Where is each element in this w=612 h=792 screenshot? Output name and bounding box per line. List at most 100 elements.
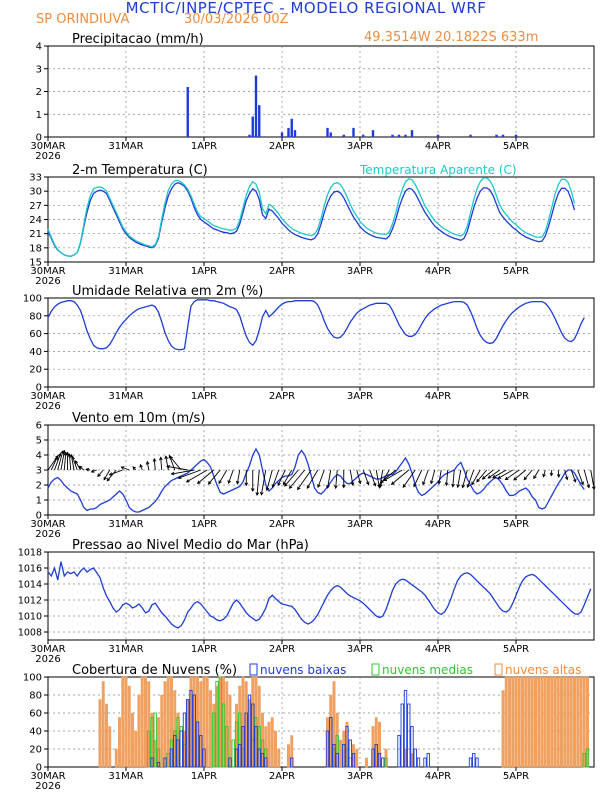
wind-vector-head — [456, 484, 460, 489]
temp-xtick-label: 1APR — [191, 266, 217, 277]
cloud-bar — [468, 757, 473, 768]
cloud-bar — [144, 676, 147, 768]
legend-entry: nuvens baixas — [260, 663, 346, 677]
wind-vector — [228, 469, 234, 484]
wind-vector-head — [390, 481, 395, 486]
wind-vector — [379, 469, 390, 487]
clouds-xtick-label: 2APR — [269, 771, 295, 782]
location-label: SP ORINDIUVA — [36, 12, 129, 27]
wind-vector — [445, 469, 449, 486]
cloud-bar — [329, 717, 333, 768]
cloud-bar — [251, 703, 255, 768]
rh-title: Umidade Relativa em 2m (%) — [72, 284, 263, 299]
wind-vector-head — [177, 475, 182, 480]
cloud-bar — [566, 676, 570, 768]
rh-ytick-label: 20 — [29, 365, 42, 376]
wind-vector-head — [379, 483, 383, 488]
wind-vector-head — [65, 451, 70, 456]
wind-ytick-label: 6 — [36, 421, 42, 432]
wind-ytick-label: 1 — [36, 496, 42, 507]
cloud-bar — [166, 753, 170, 768]
wind-vector — [178, 469, 201, 479]
clouds-xtick-label: 30MAR — [30, 771, 65, 782]
precip-bar — [186, 86, 189, 137]
cloud-bar — [234, 748, 239, 768]
clouds-xtick-label: 4APR — [425, 771, 451, 782]
wind-vector-head — [259, 491, 264, 496]
precip-bar — [287, 127, 290, 137]
wind-vector-head — [60, 450, 64, 455]
wind-vector-head — [152, 457, 157, 462]
wind-vector — [236, 469, 241, 484]
cloud-bar — [101, 681, 105, 768]
clouds-ytick-label: 60 — [29, 709, 42, 720]
cloud-bar — [585, 748, 590, 768]
wind-vector-head — [437, 480, 442, 485]
wind-vector-head — [402, 484, 407, 488]
wind-vector-head — [492, 474, 496, 479]
wind-vector — [391, 469, 410, 485]
wind-vector — [356, 469, 361, 484]
cloud-bar — [524, 676, 528, 768]
pressure-xtick-label: 30MAR — [30, 644, 65, 655]
wind-vector — [438, 469, 442, 484]
wind-vector — [165, 456, 169, 471]
wind-xtick-label: 2APR — [269, 519, 295, 530]
wind-vector — [557, 469, 560, 478]
wind-vector-head — [580, 481, 584, 486]
wind-vector — [57, 450, 64, 471]
wind-vector — [570, 469, 576, 482]
pressure-series-line — [47, 561, 592, 629]
precip-bar — [342, 134, 345, 137]
precip-xtick-label: 5APR — [503, 141, 529, 152]
cloud-bar — [173, 735, 177, 768]
cloud-bar — [182, 712, 187, 768]
cloud-bar — [540, 676, 544, 768]
wind-vector-head — [97, 473, 101, 478]
cloud-bar — [553, 676, 557, 768]
pressure-xtick-label: 1APR — [191, 644, 217, 655]
cloud-bar — [195, 721, 200, 768]
wind-vector — [577, 469, 584, 485]
pressure-ytick-label: 1008 — [18, 628, 42, 639]
wind-vector — [146, 461, 150, 471]
cloud-bar — [475, 757, 479, 768]
cloud-bar — [514, 676, 518, 768]
wind-vector-head — [185, 479, 190, 483]
wind-vector-head — [62, 449, 66, 454]
wind-vector-head — [57, 452, 62, 457]
wind-vector-head — [55, 454, 59, 459]
wind-vector — [60, 450, 65, 471]
cloud-bar — [189, 690, 193, 768]
wind-vector-head — [297, 486, 301, 491]
wind-vector — [349, 469, 354, 486]
clouds-xtick-label: 1APR — [191, 771, 217, 782]
wind-vector — [169, 456, 182, 471]
precip-bar — [436, 134, 440, 137]
wind-vector — [492, 469, 507, 479]
clouds-xtick-label: 31MAR — [108, 771, 143, 782]
wind-vector-head — [422, 481, 426, 486]
temp-ytick-label: 21 — [29, 229, 42, 240]
wind-title: Vento em 10m (m/s) — [72, 411, 205, 426]
wind-vector-head — [471, 481, 475, 486]
pressure-ytick-label: 1010 — [18, 612, 42, 623]
wind-vector-head — [413, 483, 417, 488]
clouds-title: Cobertura de Nuvens (%) — [72, 663, 237, 678]
temp-title: 2-m Temperatura (C) — [72, 163, 208, 178]
cloud-bar — [563, 676, 567, 768]
rh-xtick-label: 1APR — [191, 391, 217, 402]
cloud-bar — [163, 757, 167, 768]
wind-vector-head — [106, 477, 111, 482]
precip-bar — [258, 105, 261, 137]
cloud-bar — [472, 753, 476, 768]
cloud-bar — [543, 676, 547, 768]
wind-vector — [583, 469, 590, 488]
cloud-bar — [556, 676, 560, 768]
precip-xtick-label: 30MAR — [30, 141, 65, 152]
cloud-bar — [413, 748, 417, 768]
cloud-bar — [163, 681, 167, 768]
cloud-bar — [579, 676, 583, 768]
cloud-bar — [560, 676, 563, 768]
rh-xtick-label: 4APR — [425, 391, 451, 402]
